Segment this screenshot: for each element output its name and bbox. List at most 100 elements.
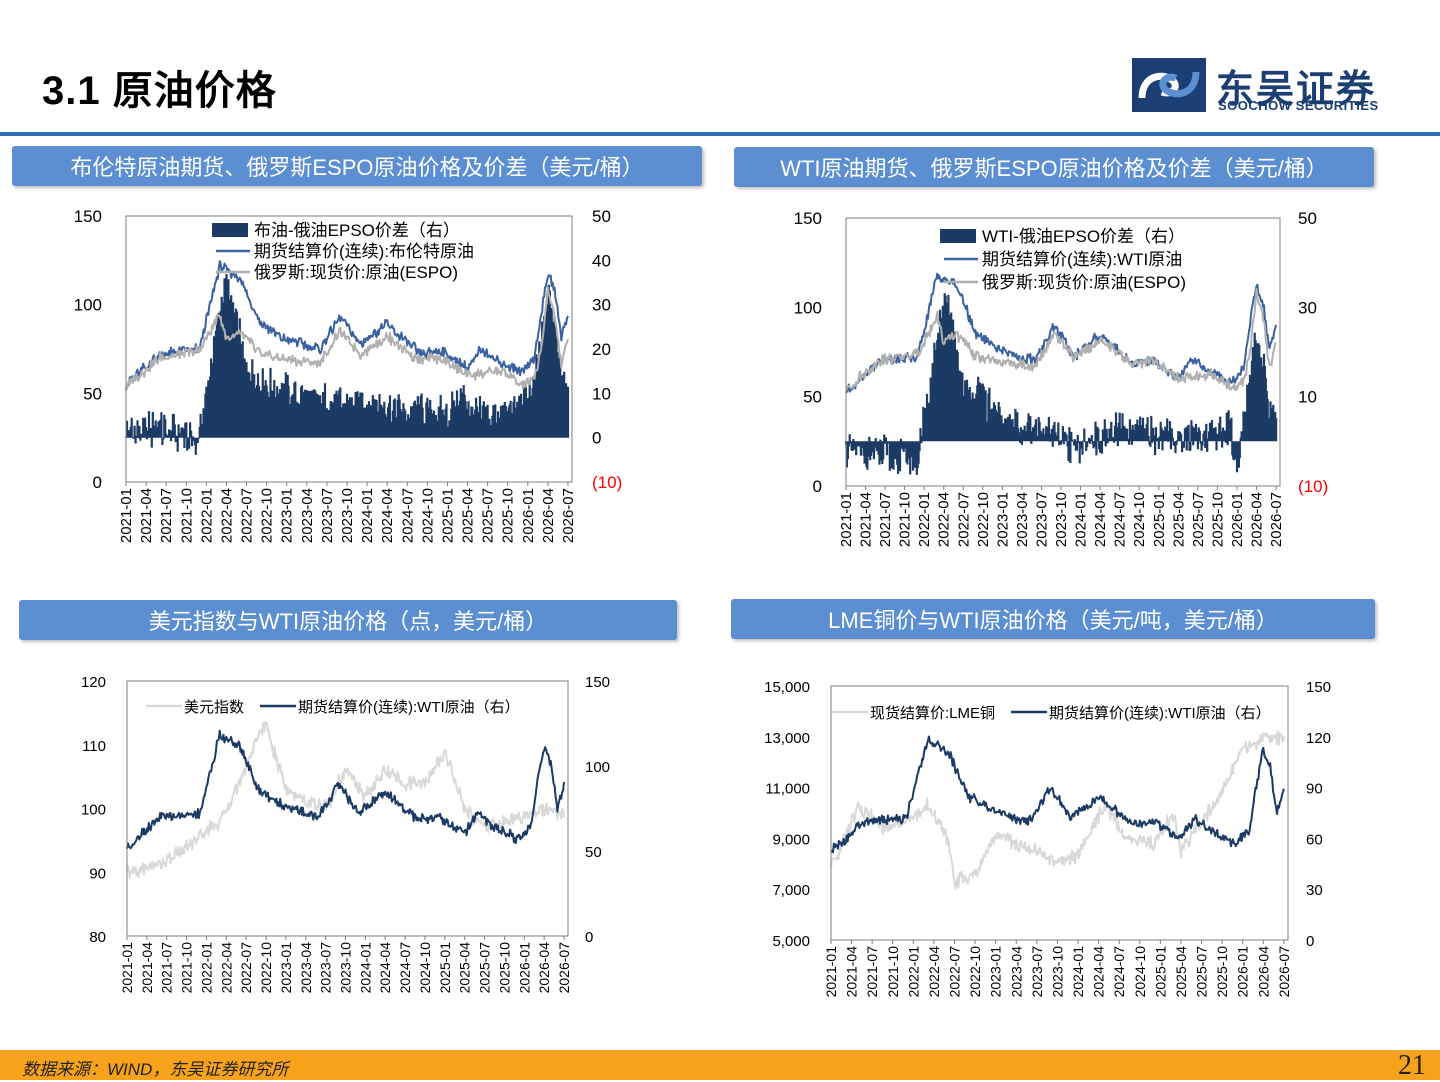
series-2-line [126,729,565,850]
x-tick-label: 2025-04 [460,488,477,543]
right-tick-label: 20 [592,340,611,359]
x-tick-label: 2021-07 [877,492,894,547]
left-tick-label: 0 [93,473,102,492]
left-tick-label: 100 [794,298,822,317]
left-tick-label: 150 [74,207,102,226]
data-source: 数据来源：WIND，东吴证券研究所 [22,1060,289,1079]
plot-frame [845,217,1281,487]
x-tick-label: 2022-07 [955,492,972,547]
slide-title: 3.1 原油价格 [42,69,277,113]
x-tick-label: 2021-01 [838,492,855,547]
x-tick-label: 2023-01 [279,488,296,543]
x-tick-label: 2023-04 [1008,946,1024,998]
x-tick-label: 2023-07 [319,488,336,543]
right-tick-label: 120 [1306,730,1331,747]
right-tick-label: 0 [585,929,593,946]
x-tick-label: 2025-07 [1190,492,1207,547]
x-tick-label: 2024-01 [1070,946,1086,998]
x-tick-label: 2023-10 [338,942,354,994]
x-tick-label: 2022-04 [218,942,234,994]
x-tick-label: 2022-10 [967,946,983,998]
chart-4-group [830,685,1289,944]
x-tick-label: 2026-07 [560,488,577,543]
x-tick-label: 2021-01 [823,946,839,998]
right-tick-label: 100 [585,759,610,776]
x-tick-label: 2024-04 [379,488,396,543]
x-tick-label: 2024-04 [377,942,393,994]
left-tick-label: 150 [794,209,822,228]
x-tick-label: 2025-01 [439,488,456,543]
legend-label: 期货结算价(连续):WTI原油（右） [298,698,520,716]
header-rule [0,132,1440,136]
series-2-line [125,260,569,391]
left-tick-label: 15,000 [764,679,810,696]
legend-label: 俄罗斯:现货价:原油(ESPO) [982,273,1186,292]
x-tick-label: 2021-01 [119,942,135,994]
x-tick-label: 2023-04 [298,942,314,994]
x-tick-label: 2025-04 [457,942,473,994]
x-tick-label: 2023-10 [1049,946,1065,998]
x-tick-label: 2021-10 [179,942,195,994]
right-tick-label: 10 [592,384,611,403]
x-tick-label: 2024-07 [399,488,416,543]
logo-cn-text: 东吴证券 [1216,69,1377,111]
panel-title-3: 美元指数与WTI原油价格（点，美元/桶） [19,600,677,640]
right-tick-label: 60 [1306,831,1323,848]
x-tick-label: 2025-07 [1194,946,1210,998]
left-tick-label: 100 [81,802,106,819]
x-tick-label: 2026-04 [536,942,552,994]
left-tick-label: 50 [83,384,102,403]
right-tick-label: 0 [592,429,601,448]
x-tick-label: 2022-04 [219,488,236,543]
series-2-line [830,735,1285,854]
x-tick-label: 2021-07 [159,942,175,994]
x-tick-label: 2023-07 [1029,946,1045,998]
x-tick-label: 2026-04 [1255,946,1271,998]
legend-label: 期货结算价(连续):WTI原油 [982,250,1182,269]
x-tick-label: 2025-07 [480,488,497,543]
right-tick-label: 30 [592,296,611,315]
left-tick-label: 5,000 [772,933,810,950]
right-tick-label: 150 [585,674,610,691]
logo-en-text: SOOCHOW SECURITIES [1218,98,1379,113]
x-tick-label: 2022-10 [258,942,274,994]
footer-bar: 数据来源：WIND，东吴证券研究所 21 [0,1050,1440,1081]
x-tick-label: 2022-10 [975,492,992,547]
x-tick-label: 2025-01 [437,942,453,994]
x-tick-label: 2024-10 [419,488,436,543]
x-tick-label: 2022-01 [198,488,215,543]
x-tick-label: 2023-07 [1034,492,1051,547]
x-tick-label: 2026-04 [1249,492,1266,547]
x-tick-label: 2021-07 [864,946,880,998]
legend-label: WTI-俄油EPSO价差（右） [982,227,1185,246]
series-1-line [830,730,1285,890]
x-tick-label: 2023-01 [994,492,1011,547]
plot-frame [126,680,569,937]
x-tick-label: 2025-10 [500,488,517,543]
left-tick-label: 90 [89,865,106,882]
legend-label: 美元指数 [184,699,244,716]
panel-title-1: 布伦特原油期货、俄罗斯ESPO原油价格及价差（美元/桶） [12,146,702,186]
left-tick-label: 100 [74,296,102,315]
x-tick-label: 2025-10 [496,942,512,994]
left-tick-label: 120 [81,674,106,691]
x-tick-label: 2022-01 [916,492,933,547]
company-logo: 东吴证券 SOOCHOW SECURITIES [1132,58,1412,114]
x-tick-label: 2025-01 [1152,946,1168,998]
x-tick-label: 2022-07 [238,942,254,994]
legend-label: 期货结算价(连续):布伦特原油 [254,242,474,261]
x-tick-label: 2024-01 [1073,492,1090,547]
x-tick-label: 2022-10 [259,488,276,543]
x-tick-label: 2023-07 [318,942,334,994]
x-tick-label: 2021-07 [158,488,175,543]
x-tick-label: 2025-01 [1151,492,1168,547]
legend-label: 布油-俄油EPSO价差（右） [254,221,460,240]
left-tick-label: 80 [89,929,106,946]
series-1-area [124,274,570,455]
x-tick-label: 2022-04 [926,946,942,998]
logo-mark-icon [1132,58,1206,112]
plot-frame [125,215,573,483]
x-tick-label: 2022-01 [905,946,921,998]
legend-swatch [212,223,248,237]
left-tick-label: 13,000 [764,730,810,747]
